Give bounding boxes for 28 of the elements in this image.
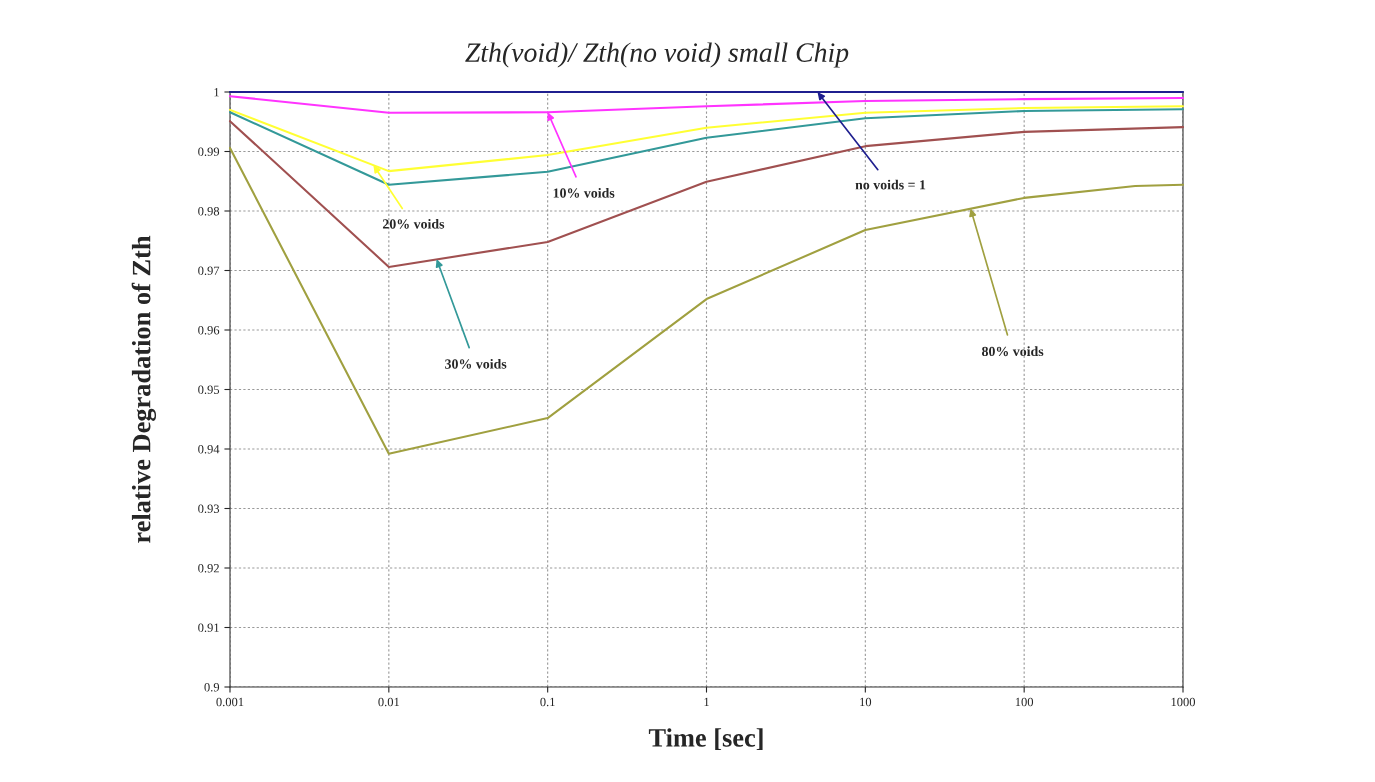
x-tick-label: 0.01 [378, 697, 400, 707]
x-tick-label: 0.001 [216, 697, 244, 707]
y-tick-label: 0.96 [198, 326, 220, 335]
y-tick-label: 0.94 [198, 445, 220, 454]
y-tick-label: 0.97 [198, 266, 220, 276]
line-series [228, 120, 1185, 268]
y-tick-label: 0.9 [204, 683, 220, 692]
annotation: 10% voids [553, 187, 615, 198]
x-tick-label: 100 [1015, 697, 1034, 707]
y-tick-label: 0.98 [198, 207, 220, 216]
x-tick-label: 10 [860, 697, 872, 707]
annotation: no voids = 1 [855, 179, 926, 190]
annotation: 80% voids [982, 346, 1044, 357]
chart-title: Zth(void)/ Zth(no void) small Chip [465, 42, 849, 68]
x-axis-title: Time [sec] [648, 728, 763, 751]
annotation: 30% voids [445, 358, 507, 369]
x-tick-label: 1 [704, 697, 709, 707]
line-series [228, 105, 1185, 173]
y-axis-title: relative Degradation of Zth [131, 235, 157, 543]
y-tick-label: 1 [214, 88, 219, 97]
x-tick-label: 1000 [1171, 697, 1196, 707]
y-tick-label: 0.95 [198, 385, 220, 395]
x-tick-label: 0.1 [540, 697, 555, 707]
y-tick-label: 0.91 [198, 623, 219, 633]
y-tick-label: 0.92 [198, 564, 219, 573]
annotation: 20% voids [382, 218, 445, 229]
y-tick-label: 0.99 [198, 147, 220, 157]
y-tick-label: 0.93 [198, 504, 220, 514]
